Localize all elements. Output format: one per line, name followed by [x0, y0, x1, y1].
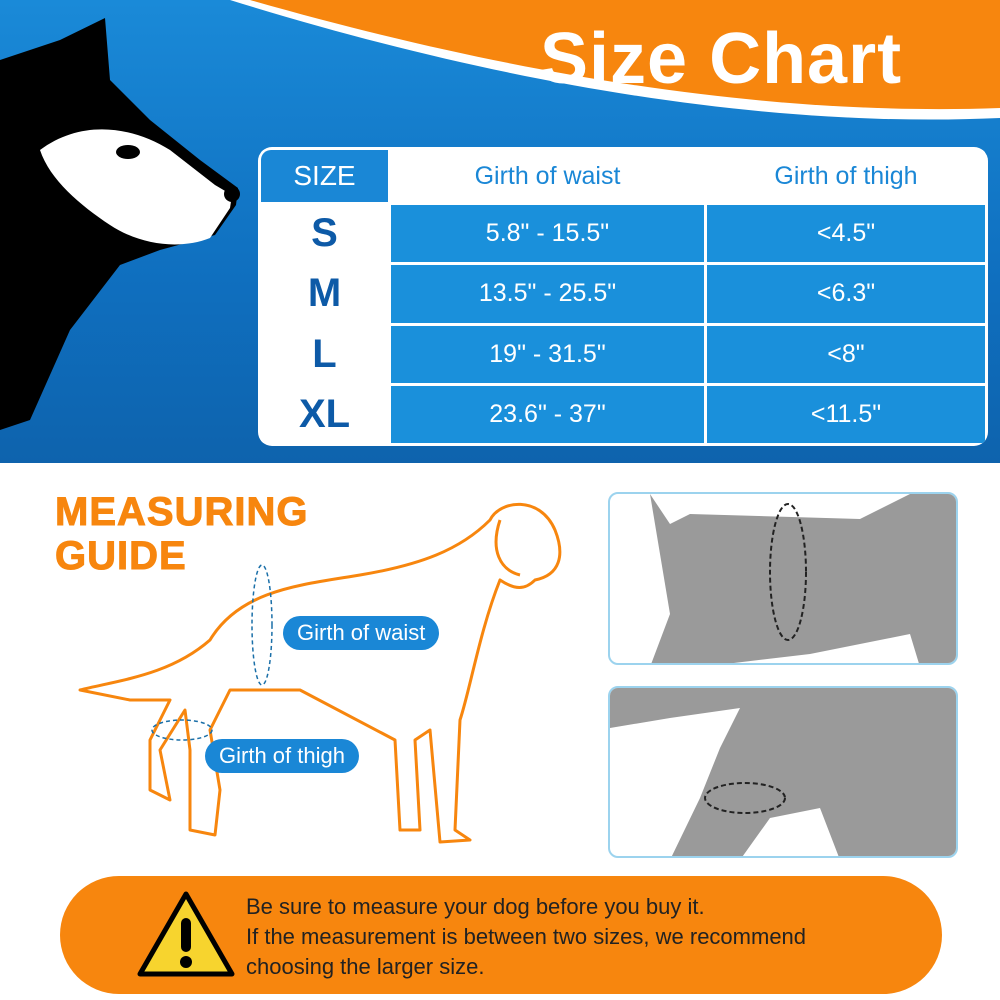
dog-outline-icon	[78, 502, 562, 844]
size-cell: S	[261, 205, 388, 263]
size-cell: M	[261, 265, 388, 323]
waist-cell: 13.5" - 25.5"	[391, 265, 704, 323]
orange-swoosh	[250, 0, 1000, 110]
waist-cell: 23.6" - 37"	[391, 385, 704, 443]
size-cell: L	[261, 325, 388, 383]
waist-label: Girth of waist	[283, 616, 440, 650]
thigh-label: Girth of thigh	[205, 739, 359, 773]
header-banner: Size Chart SIZE Girth of waist Girth of …	[0, 0, 1000, 463]
waist-cell: 19" - 31.5"	[391, 325, 704, 383]
thigh-cell: <6.3"	[707, 265, 985, 323]
header-thigh: Girth of thigh	[707, 150, 985, 202]
thigh-cell: <11.5"	[707, 385, 985, 443]
warning-banner: Be sure to measure your dog before you b…	[60, 876, 942, 994]
guide-line2: GUIDE	[54, 534, 187, 579]
thigh-cell: <4.5"	[707, 205, 985, 263]
warning-triangle-icon	[137, 891, 235, 977]
size-table: SIZE Girth of waist Girth of thigh S 5.8…	[258, 147, 988, 446]
banner-graphics	[0, 0, 1000, 430]
page-title: Size Chart	[540, 19, 903, 99]
warning-line-1: Be sure to measure your dog before you b…	[246, 894, 705, 919]
measuring-guide-heading: MEASURING GUIDE	[54, 490, 309, 579]
size-cell: XL	[261, 385, 388, 443]
dog-head-icon	[0, 18, 240, 430]
thigh-photo	[608, 686, 958, 858]
warning-line-2: If the measurement is between two sizes,…	[246, 924, 807, 949]
header-waist: Girth of waist	[391, 150, 704, 202]
guide-line1: MEASURING	[54, 490, 309, 535]
waist-cell: 5.8" - 15.5"	[391, 205, 704, 263]
thigh-cell: <8"	[707, 325, 985, 383]
header-size: SIZE	[261, 150, 388, 202]
warning-line-3: choosing the larger size.	[246, 954, 485, 979]
waist-photo	[608, 492, 958, 665]
